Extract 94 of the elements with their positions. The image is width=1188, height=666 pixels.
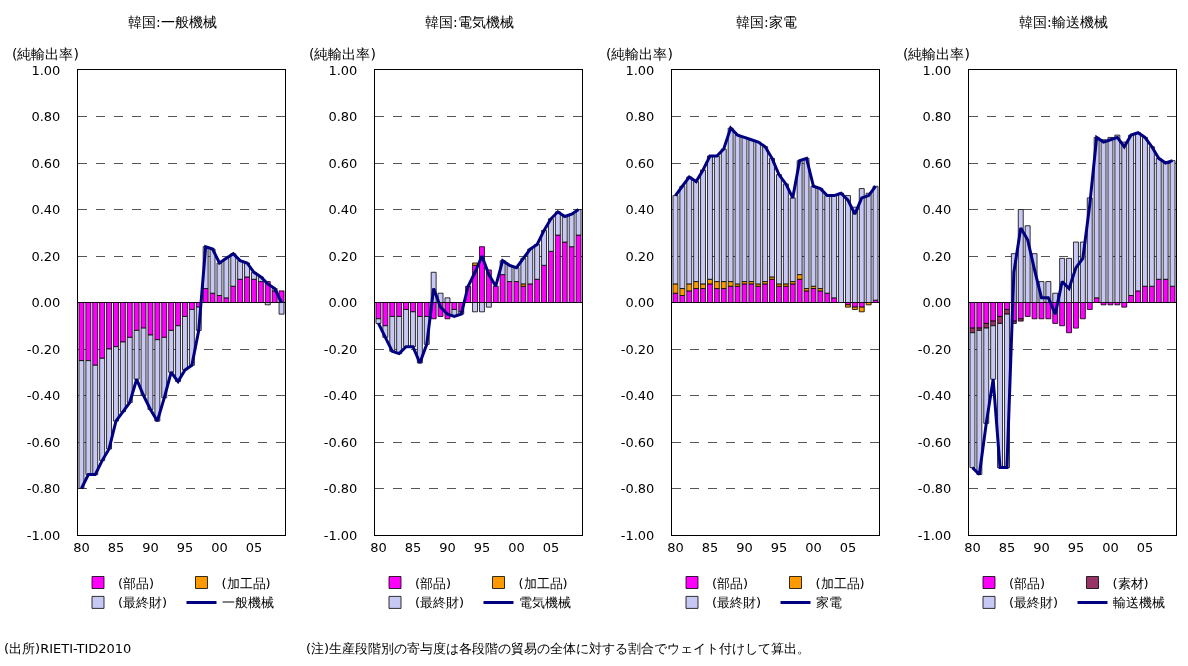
chart-title: 韓国:一般機械 (127, 13, 217, 30)
y-tick-label: -0.80 (620, 481, 655, 497)
y-tick-label: 0.20 (922, 248, 952, 264)
y-tick-label: -1.00 (323, 527, 358, 543)
x-tick-label: 90 (1033, 539, 1050, 555)
legend-label: (部品) (118, 575, 155, 591)
x-tick-label: 05 (839, 539, 857, 555)
y-tick-label: -0.80 (917, 481, 952, 497)
x-tick-label: 05 (245, 539, 263, 555)
y-axis-title: (純輸出率) (903, 46, 970, 62)
y-tick-label: 0.00 (328, 295, 358, 311)
y-tick-label: -0.60 (323, 434, 358, 450)
x-tick-label: 85 (107, 539, 125, 555)
y-tick-label: 0.60 (922, 155, 952, 171)
legend-label: 家電 (815, 595, 842, 611)
y-tick-label: 0.80 (328, 109, 358, 125)
x-tick-label: 05 (542, 539, 560, 555)
y-tick-label: 0.80 (625, 109, 655, 125)
x-tick-label: 95 (473, 539, 491, 555)
y-tick-label: 0.80 (922, 109, 952, 125)
x-tick-label: 85 (701, 539, 719, 555)
legend-label: (素材) (1112, 575, 1149, 591)
legend-label: (最終財) (1009, 595, 1059, 611)
legend-label: (部品) (712, 575, 749, 591)
legend-label: (最終財) (118, 595, 168, 611)
x-tick-label: 00 (805, 539, 822, 555)
y-tick-label: -0.20 (917, 341, 952, 357)
y-tick-label: 0.60 (625, 155, 655, 171)
legend-label: (部品) (1009, 575, 1046, 591)
y-tick-label: -0.20 (323, 341, 358, 357)
y-tick-label: 1.00 (328, 62, 358, 78)
x-tick-label: 80 (73, 539, 90, 555)
legend-label: (加工品) (518, 575, 568, 591)
y-tick-label: 0.60 (328, 155, 358, 171)
x-tick-label: 05 (1136, 539, 1154, 555)
x-tick-label: 80 (667, 539, 684, 555)
y-tick-label: 0.00 (625, 295, 655, 311)
y-tick-label: 0.40 (922, 202, 952, 218)
legend-label: 一般機械 (221, 595, 274, 611)
x-tick-label: 90 (736, 539, 753, 555)
y-tick-label: -0.40 (917, 388, 952, 404)
legend-label: (部品) (415, 575, 452, 591)
x-tick-label: 90 (142, 539, 159, 555)
legend-label: (加工品) (815, 575, 865, 591)
y-tick-label: 0.20 (328, 248, 358, 264)
x-tick-label: 90 (439, 539, 456, 555)
x-tick-label: 95 (770, 539, 788, 555)
y-tick-label: 0.00 (922, 295, 952, 311)
y-axis-title: (純輸出率) (12, 46, 79, 62)
y-tick-label: 0.40 (31, 202, 61, 218)
chart-title: 韓国:家電 (735, 13, 797, 30)
y-tick-label: 0.20 (31, 248, 61, 264)
x-tick-label: 80 (370, 539, 387, 555)
legend-label: 輸送機械 (1112, 595, 1165, 611)
text: (注)生産段階別の寄与度は各段階の貿易の全体に対する割合でウェイト付けして算出。 (306, 640, 811, 658)
y-tick-label: 0.20 (625, 248, 655, 264)
y-tick-label: -0.40 (323, 388, 358, 404)
legend-label: (最終財) (712, 595, 762, 611)
y-tick-label: 0.80 (31, 109, 61, 125)
y-tick-label: -0.80 (26, 481, 61, 497)
y-axis-title: (純輸出率) (606, 46, 673, 62)
y-tick-label: -1.00 (26, 527, 61, 543)
legend-label: (最終財) (415, 595, 465, 611)
chart-title: 韓国:電気機械 (424, 13, 514, 30)
x-tick-label: 00 (508, 539, 525, 555)
y-tick-label: 0.40 (328, 202, 358, 218)
x-tick-label: 85 (998, 539, 1016, 555)
y-tick-label: 0.40 (625, 202, 655, 218)
y-tick-label: -1.00 (620, 527, 655, 543)
y-tick-label: 0.00 (31, 295, 61, 311)
y-tick-label: -0.60 (620, 434, 655, 450)
x-tick-label: 00 (211, 539, 228, 555)
y-tick-label: 1.00 (625, 62, 655, 78)
y-tick-label: -0.20 (26, 341, 61, 357)
x-tick-label: 80 (964, 539, 981, 555)
legend-label: 電気機械 (518, 595, 571, 611)
x-tick-label: 95 (176, 539, 194, 555)
x-tick-label: 85 (404, 539, 422, 555)
legend-label: (加工品) (221, 575, 271, 591)
y-tick-label: -0.20 (620, 341, 655, 357)
text: (出所)RIETI-TID2010 (4, 640, 132, 658)
y-tick-label: -1.00 (917, 527, 952, 543)
y-tick-label: -0.40 (26, 388, 61, 404)
y-tick-label: -0.40 (620, 388, 655, 404)
y-axis-title: (純輸出率) (309, 46, 376, 62)
y-tick-label: 1.00 (922, 62, 952, 78)
y-tick-label: -0.60 (917, 434, 952, 450)
chart-title: 韓国:輸送機械 (1018, 13, 1108, 30)
y-tick-label: -0.60 (26, 434, 61, 450)
y-tick-label: -0.80 (323, 481, 358, 497)
y-tick-label: 0.60 (31, 155, 61, 171)
x-tick-label: 00 (1102, 539, 1119, 555)
y-tick-label: 1.00 (31, 62, 61, 78)
x-tick-label: 95 (1067, 539, 1085, 555)
